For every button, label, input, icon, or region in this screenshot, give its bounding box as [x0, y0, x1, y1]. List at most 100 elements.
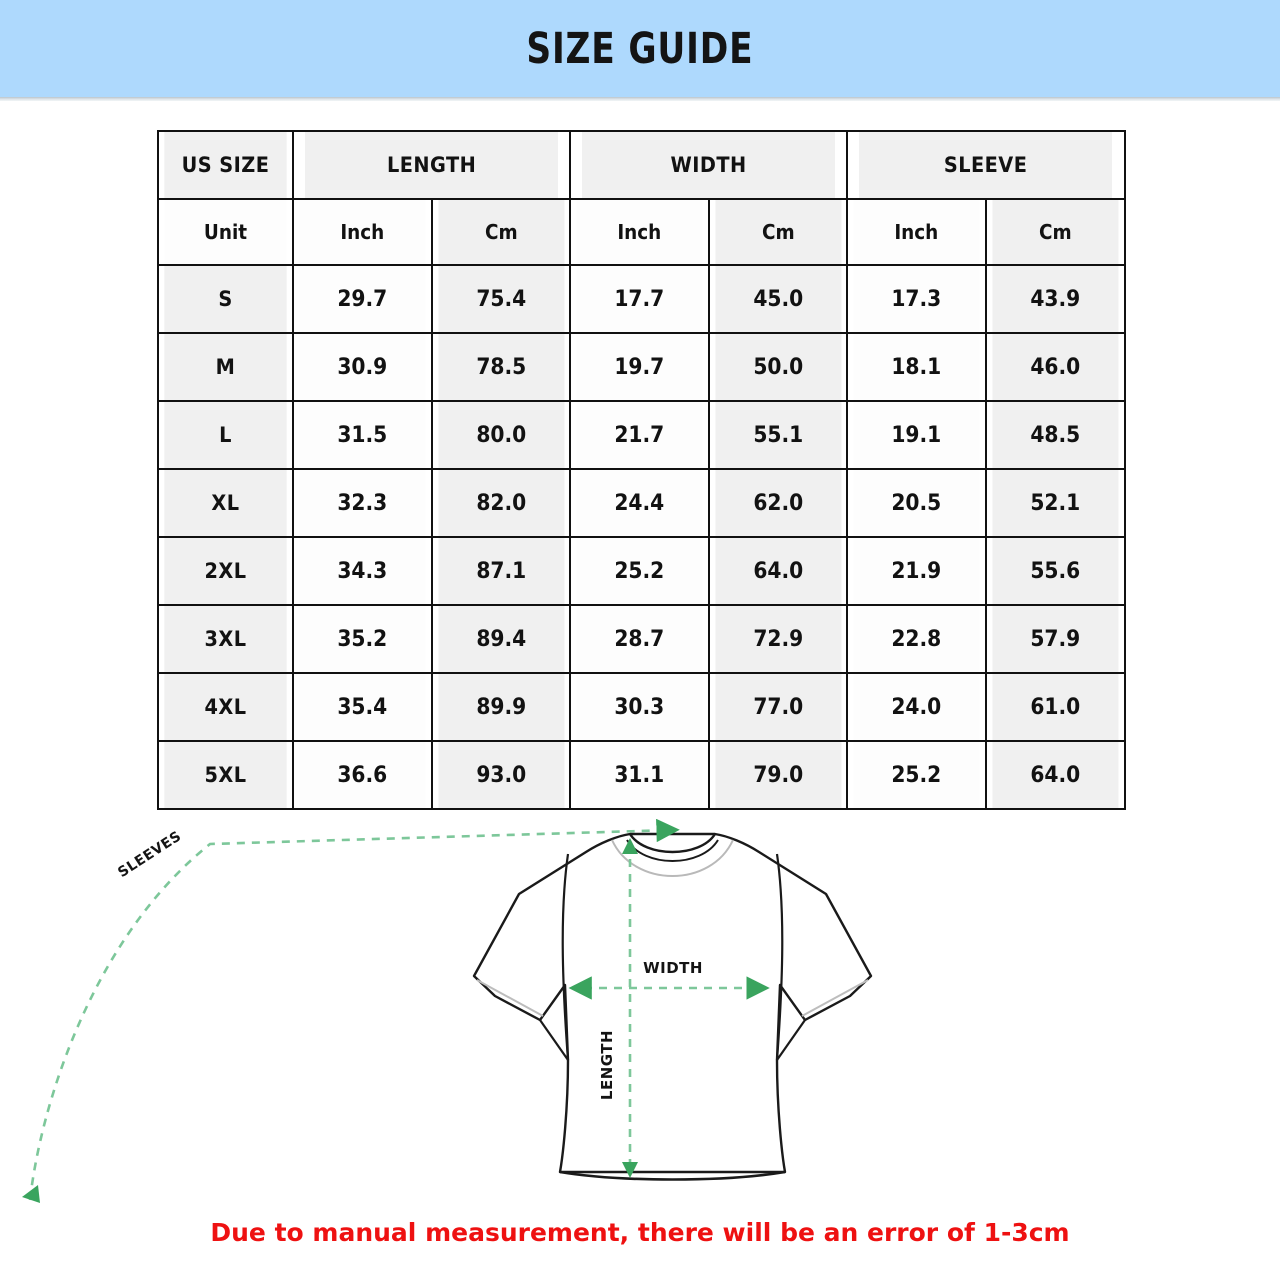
cell-sleeve-cm-value: 48.5	[992, 402, 1119, 468]
cell-length-cm-value: 93.0	[438, 742, 564, 808]
cell-sleeve-inch-value: 18.1	[853, 334, 980, 400]
length-label: LENGTH	[598, 1030, 616, 1100]
table-row: 3XL 35.2 89.4 28.7 72.9 22.8 57.9	[157, 604, 1126, 674]
cell-width-cm: 45.0	[707, 264, 849, 334]
cell-sleeve-inch: 17.3	[846, 264, 987, 334]
cell-width-cm-value: 55.1	[715, 402, 841, 468]
cell-length-inch: 32.3	[292, 468, 433, 538]
size-chart-table: US SIZE LENGTH WIDTH SLEEVE Unit Inch	[157, 130, 1126, 810]
cell-width-inch-value: 21.7	[576, 402, 703, 468]
header-length-cm: Cm	[430, 198, 572, 266]
cell-size: 4XL	[157, 672, 294, 742]
table-row: XL 32.3 82.0 24.4 62.0 20.5 52.1	[157, 468, 1126, 538]
cell-width-inch-value: 30.3	[576, 674, 703, 740]
cell-size: S	[157, 264, 294, 334]
header-unit: Unit	[157, 198, 294, 266]
table-group-header-row: US SIZE LENGTH WIDTH SLEEVE	[157, 130, 1126, 200]
length-arrow-top	[622, 838, 638, 854]
length-arrow-bottom	[622, 1162, 638, 1178]
header-sleeve-cm: Cm	[984, 198, 1126, 266]
cell-width-inch-value: 28.7	[576, 606, 703, 672]
header-length-cm-label: Cm	[438, 200, 564, 264]
cell-sleeve-inch-value: 25.2	[853, 742, 980, 808]
cell-width-cm: 72.9	[707, 604, 849, 674]
cell-sleeve-inch: 20.5	[846, 468, 987, 538]
cell-width-cm: 55.1	[707, 400, 849, 470]
cell-length-cm: 87.1	[430, 536, 572, 606]
cell-size: 2XL	[157, 536, 294, 606]
cell-length-cm-value: 75.4	[438, 266, 564, 332]
header-us-size: US SIZE	[157, 130, 294, 200]
cell-size: M	[157, 332, 294, 402]
cell-sleeve-cm-value: 43.9	[992, 266, 1119, 332]
cell-width-cm-value: 79.0	[715, 742, 841, 808]
cell-width-inch: 19.7	[569, 332, 710, 402]
cell-length-cm-value: 78.5	[438, 334, 564, 400]
cell-length-cm-value: 89.4	[438, 606, 564, 672]
cell-width-cm-value: 64.0	[715, 538, 841, 604]
cell-sleeve-inch-value: 22.8	[853, 606, 980, 672]
header-width-cm-label: Cm	[715, 200, 841, 264]
cell-length-inch-value: 32.3	[299, 470, 426, 536]
header-width-inch: Inch	[569, 198, 710, 266]
cell-sleeve-cm-value: 64.0	[992, 742, 1119, 808]
cell-size-value: XL	[164, 470, 287, 536]
cell-width-inch-value: 17.7	[576, 266, 703, 332]
cell-width-inch: 31.1	[569, 740, 710, 810]
header-width-inch-label: Inch	[576, 200, 703, 264]
cell-width-cm-value: 77.0	[715, 674, 841, 740]
cell-length-inch: 29.7	[292, 264, 433, 334]
cell-length-inch: 36.6	[292, 740, 433, 810]
header-sleeve-inch: Inch	[846, 198, 987, 266]
cell-width-inch: 28.7	[569, 604, 710, 674]
cell-sleeve-cm: 52.1	[984, 468, 1126, 538]
sleeves-arrow-left	[22, 1185, 40, 1203]
cell-sleeve-cm-value: 46.0	[992, 334, 1119, 400]
table-row: L 31.5 80.0 21.7 55.1 19.1 48.5	[157, 400, 1126, 470]
cell-length-inch-value: 36.6	[299, 742, 426, 808]
cell-size-value: 4XL	[164, 674, 287, 740]
cell-sleeve-cm-value: 61.0	[992, 674, 1119, 740]
cell-sleeve-cm-value: 57.9	[992, 606, 1119, 672]
cell-length-cm: 89.4	[430, 604, 572, 674]
cell-width-inch: 30.3	[569, 672, 710, 742]
cell-length-inch-value: 35.2	[299, 606, 426, 672]
cell-width-cm-value: 62.0	[715, 470, 841, 536]
cell-sleeve-cm: 46.0	[984, 332, 1126, 402]
header-sleeve-label: SLEEVE	[859, 132, 1113, 198]
cell-width-inch-value: 19.7	[576, 334, 703, 400]
cell-size-value: 2XL	[164, 538, 287, 604]
header-length-inch-label: Inch	[299, 200, 426, 264]
bottom-hem	[559, 1170, 786, 1181]
cell-length-cm: 82.0	[430, 468, 572, 538]
cell-width-cm: 64.0	[707, 536, 849, 606]
cell-size: 3XL	[157, 604, 294, 674]
collar-back-line	[611, 839, 734, 877]
cell-sleeve-cm: 64.0	[984, 740, 1126, 810]
cell-width-cm-value: 50.0	[715, 334, 841, 400]
cell-size-value: 3XL	[164, 606, 287, 672]
table-row: M 30.9 78.5 19.7 50.0 18.1 46.0	[157, 332, 1126, 402]
left-cuff-seam	[476, 979, 544, 1017]
cell-sleeve-inch-value: 17.3	[853, 266, 980, 332]
collar-outer-line	[628, 833, 717, 854]
cell-sleeve-cm: 57.9	[984, 604, 1126, 674]
left-sleeve-join	[539, 1019, 569, 1061]
cell-size-value: M	[164, 334, 287, 400]
right-cuff-seam	[801, 979, 869, 1017]
cell-length-inch: 34.3	[292, 536, 433, 606]
cell-sleeve-cm: 43.9	[984, 264, 1126, 334]
cell-sleeve-inch: 25.2	[846, 740, 987, 810]
cell-length-cm: 93.0	[430, 740, 572, 810]
header-width-label: WIDTH	[582, 132, 836, 198]
cell-length-cm: 75.4	[430, 264, 572, 334]
cell-width-inch: 21.7	[569, 400, 710, 470]
cell-length-cm-value: 89.9	[438, 674, 564, 740]
cell-length-cm-value: 82.0	[438, 470, 564, 536]
cell-length-cm-value: 80.0	[438, 402, 564, 468]
header-banner: SIZE GUIDE	[0, 0, 1280, 97]
cell-sleeve-inch-value: 19.1	[853, 402, 980, 468]
table-row: S 29.7 75.4 17.7 45.0 17.3 43.9	[157, 264, 1126, 334]
right-armhole	[775, 853, 784, 1061]
tshirt-outline	[472, 832, 873, 1174]
